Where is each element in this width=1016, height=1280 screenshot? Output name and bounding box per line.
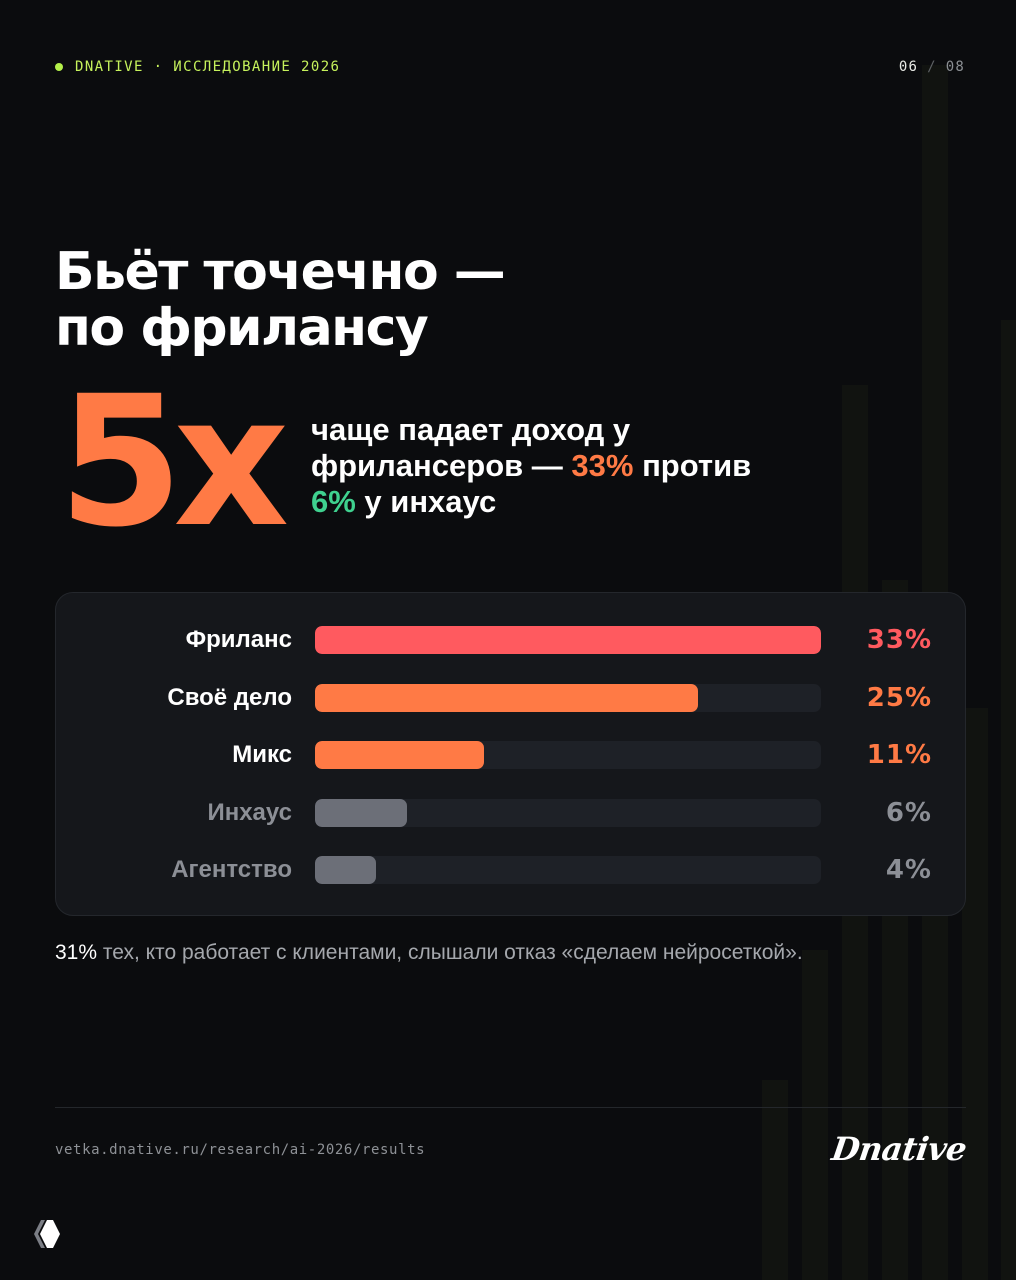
bar <box>315 798 407 827</box>
bar-chart: Фриланс 33% Своё дело 25% Микс 11% Инхаус 6% Аге… <box>55 592 966 916</box>
footnote: 31% тех, кто работает с клиентами, слыша… <box>55 940 966 966</box>
title-line-1: Бьёт точечно — <box>55 242 506 302</box>
bar-track <box>315 683 821 712</box>
footnote-text: тех, кто работает с клиентами, слышали о… <box>97 941 803 964</box>
highlight-text-middle: против <box>633 448 752 483</box>
bar-track <box>315 798 821 827</box>
bar-track <box>315 626 821 654</box>
chart-row: Своё дело 25% <box>56 683 967 713</box>
bar <box>315 683 698 712</box>
bar-label: Агентство <box>171 856 292 883</box>
bar-track <box>315 856 821 884</box>
highlight-text: чаще падает доход у фрилансеров — 33% пр… <box>311 412 781 520</box>
bar-track <box>315 741 821 769</box>
source-url: vetka.dnative.ru/research/ai-2026/result… <box>55 1142 426 1158</box>
page-indicator: 06 / 08 <box>899 58 965 76</box>
chart-row: Микс 11% <box>56 740 967 770</box>
bar-label: Фриланс <box>185 626 292 653</box>
big-stat: 5x <box>58 358 289 567</box>
highlight-inhouse-pct: 6% <box>311 484 356 519</box>
kicker-text: DNATIVE · ИССЛЕДОВАНИЕ 2026 <box>75 59 341 75</box>
bar-value-label: 4% <box>885 855 932 885</box>
bar-value-label: 33% <box>866 625 932 655</box>
page-separator: / <box>927 59 937 75</box>
bar-value-label: 6% <box>885 797 932 828</box>
chart-row: Агентство 4% <box>56 855 967 885</box>
highlight-text-before: чаще падает доход у фрилансеров — <box>311 412 631 483</box>
page-title: Бьёт точечно — по фрилансу <box>55 244 755 356</box>
page-current: 06 <box>898 59 919 75</box>
background-bar <box>802 950 828 1280</box>
bar-value-label: 11% <box>866 740 932 770</box>
background-bar <box>762 1080 788 1280</box>
bar <box>315 626 821 654</box>
kicker-dot-icon <box>55 63 63 71</box>
kicker: DNATIVE · ИССЛЕДОВАНИЕ 2026 <box>55 58 340 76</box>
background-bar <box>1001 320 1016 1280</box>
chart-row: Инхаус 6% <box>56 798 967 828</box>
bar-label: Инхаус <box>207 798 292 826</box>
app-logo-icon <box>34 1220 60 1248</box>
bar-value-label: 25% <box>866 682 932 713</box>
bar <box>315 856 376 884</box>
divider <box>55 1107 966 1108</box>
bar-label: Микс <box>232 741 292 768</box>
bar <box>315 741 484 769</box>
footnote-strong: 31% <box>55 941 98 964</box>
brand-logo: Dnative <box>829 1130 969 1168</box>
chart-row: Фриланс 33% <box>56 625 967 655</box>
page-total: 08 <box>945 59 965 75</box>
title-line-2: по фрилансу <box>55 298 429 358</box>
highlight-text-after: у инхаус <box>355 484 497 519</box>
highlight-freelance-pct: 33% <box>571 448 634 483</box>
bar-label: Своё дело <box>167 683 292 711</box>
